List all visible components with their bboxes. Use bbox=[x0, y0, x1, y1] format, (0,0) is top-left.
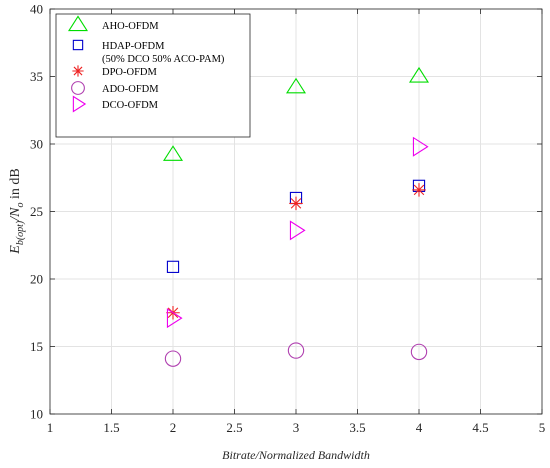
y-tick-labels: 10 15 20 25 30 35 40 bbox=[30, 2, 43, 422]
data-point-dco-ofdm bbox=[412, 136, 429, 157]
x-tick-label: 3.5 bbox=[349, 420, 365, 435]
x-tick-label: 3 bbox=[293, 420, 300, 435]
y-tick-label: 15 bbox=[30, 339, 43, 354]
x-tick-label: 1.5 bbox=[103, 420, 119, 435]
legend-label-ado-ofdm: ADO-OFDM bbox=[102, 84, 159, 95]
x-tick-label: 4 bbox=[416, 420, 423, 435]
y-tick-label: 20 bbox=[30, 272, 43, 287]
legend-marker-dco-ofdm bbox=[72, 95, 87, 113]
y-tick-label: 25 bbox=[30, 204, 43, 219]
legend-label-dco-ofdm: DCO-OFDM bbox=[102, 100, 159, 111]
legend: AHO-OFDM HDAP-OFDM (50% DCO 50% ACO-PAM) DP… bbox=[55, 13, 251, 138]
data-point-dpo-ofdm bbox=[289, 196, 303, 211]
x-tick-label: 2 bbox=[170, 420, 177, 435]
data-point-hdap-ofdm bbox=[166, 260, 180, 273]
axes bbox=[49, 8, 543, 415]
data-point-dco-ofdm bbox=[166, 308, 183, 329]
data-point-dco-ofdm bbox=[289, 220, 306, 241]
data-point-dpo-ofdm bbox=[412, 183, 426, 197]
legend-label-dpo-ofdm: DPO-OFDM bbox=[102, 67, 158, 78]
data-point-ado-ofdm bbox=[164, 350, 182, 367]
x-tick-label: 5 bbox=[539, 420, 546, 435]
legend-marker-aho-ofdm bbox=[67, 15, 89, 32]
x-tick-label: 4.5 bbox=[472, 420, 488, 435]
legend-label-hdap-ofdm-line2: (50% DCO 50% ACO-PAM) bbox=[102, 54, 225, 65]
x-tick-labels: 1 1.5 2 2.5 3 3.5 4 4.5 5 bbox=[47, 420, 546, 435]
legend-box bbox=[55, 13, 251, 138]
legend-marker-ado-ofdm bbox=[71, 81, 85, 95]
data-point-ado-ofdm bbox=[410, 343, 428, 361]
x-tick-label: 1 bbox=[47, 420, 54, 435]
legend-label-aho-ofdm: AHO-OFDM bbox=[102, 21, 159, 32]
x-axis-title: Bitrate/Normalized Bandwidth bbox=[222, 448, 370, 462]
legend-marker-hdap-ofdm bbox=[72, 39, 84, 51]
data-point-aho-ofdm bbox=[162, 145, 184, 161]
data-points bbox=[162, 66, 430, 367]
legend-label-hdap-ofdm: HDAP-OFDM bbox=[102, 41, 165, 52]
y-tick-label: 40 bbox=[30, 2, 43, 17]
data-point-ado-ofdm bbox=[287, 342, 305, 359]
x-tick-label: 2.5 bbox=[226, 420, 242, 435]
legend-marker-dpo-ofdm bbox=[72, 65, 84, 77]
y-tick-label: 10 bbox=[30, 407, 43, 422]
y-tick-label: 30 bbox=[30, 137, 43, 152]
y-tick-label: 35 bbox=[30, 69, 43, 84]
y-axis-title: Eb(opt)/No in dB bbox=[8, 168, 26, 254]
axes-box bbox=[49, 8, 543, 415]
data-point-aho-ofdm bbox=[285, 77, 307, 94]
data-point-aho-ofdm bbox=[408, 66, 430, 83]
